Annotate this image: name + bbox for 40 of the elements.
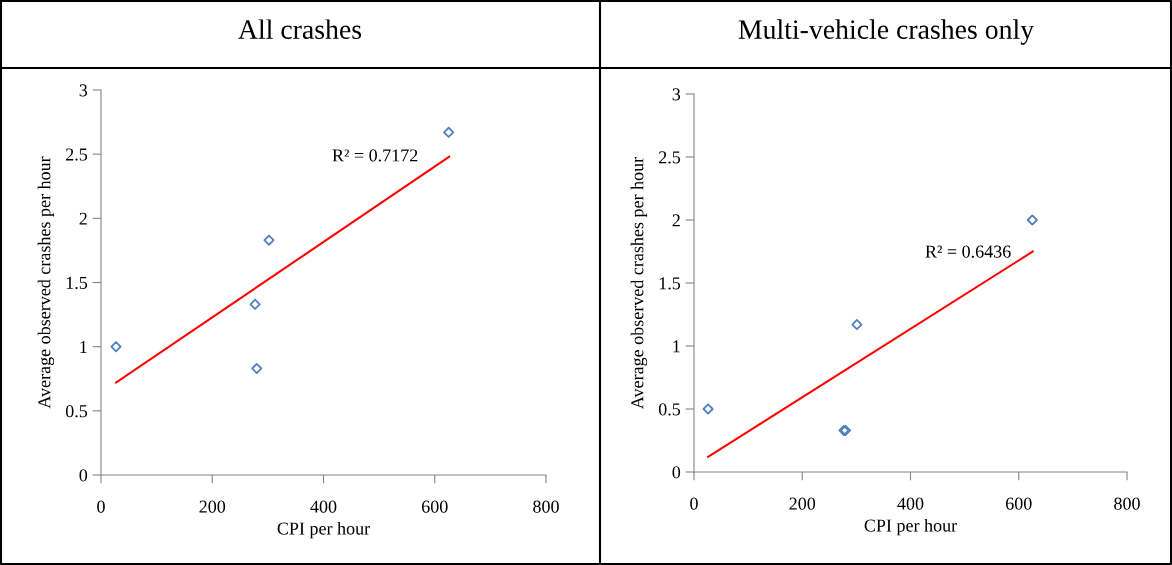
point bbox=[443, 126, 455, 138]
chart-title: All crashes bbox=[238, 19, 362, 39]
x-tick-label: 200 bbox=[199, 500, 226, 513]
y-tick-label: 0.5 bbox=[658, 403, 681, 416]
y-axis-title: Average observed crashes per hour bbox=[630, 157, 648, 409]
x-tick-label: 800 bbox=[533, 500, 559, 513]
x-axis-title: CPI per hour bbox=[864, 518, 957, 536]
y-tick-label: 1 bbox=[80, 341, 87, 353]
y-tick-label: 1.5 bbox=[659, 277, 681, 290]
x-tick-label: 600 bbox=[1005, 497, 1032, 510]
x-tick-label: 0 bbox=[97, 500, 105, 513]
annotation: R² = 0.7172 bbox=[332, 149, 418, 162]
point bbox=[110, 341, 122, 353]
point bbox=[851, 319, 863, 331]
chart-title: Multi-vehicle crashes only bbox=[738, 19, 1034, 45]
y-tick-label: 2.5 bbox=[659, 151, 681, 164]
y-tick-label: 2.5 bbox=[66, 148, 88, 161]
y-tick-label: 1 bbox=[673, 340, 680, 353]
point bbox=[263, 234, 275, 246]
x-tick-label: 400 bbox=[310, 500, 337, 513]
y-tick-label: 1.5 bbox=[66, 276, 88, 290]
y-tick-label: 2 bbox=[79, 212, 87, 225]
x-tick-label: 800 bbox=[1114, 497, 1140, 510]
x-tick-label: 600 bbox=[421, 500, 448, 513]
point bbox=[251, 362, 263, 374]
x-axis-title: CPI per hour bbox=[277, 521, 370, 539]
x-tick-label: 0 bbox=[690, 497, 698, 510]
y-tick-label: 3 bbox=[672, 88, 681, 101]
point bbox=[702, 403, 714, 415]
point bbox=[249, 298, 261, 310]
y-tick-label: 0.5 bbox=[65, 405, 88, 418]
y-tick-label: 2 bbox=[672, 214, 680, 227]
y-tick-label: 0 bbox=[79, 469, 88, 482]
y-tick-label: 0 bbox=[672, 466, 681, 479]
annotation: R² = 0.6436 bbox=[925, 245, 1011, 258]
y-axis-title: Average observed crashes per hour bbox=[37, 156, 55, 409]
x-tick-label: 400 bbox=[897, 497, 924, 510]
y-tick-label: 3 bbox=[79, 84, 88, 97]
x-tick-label: 200 bbox=[789, 497, 816, 510]
point bbox=[1026, 214, 1038, 226]
